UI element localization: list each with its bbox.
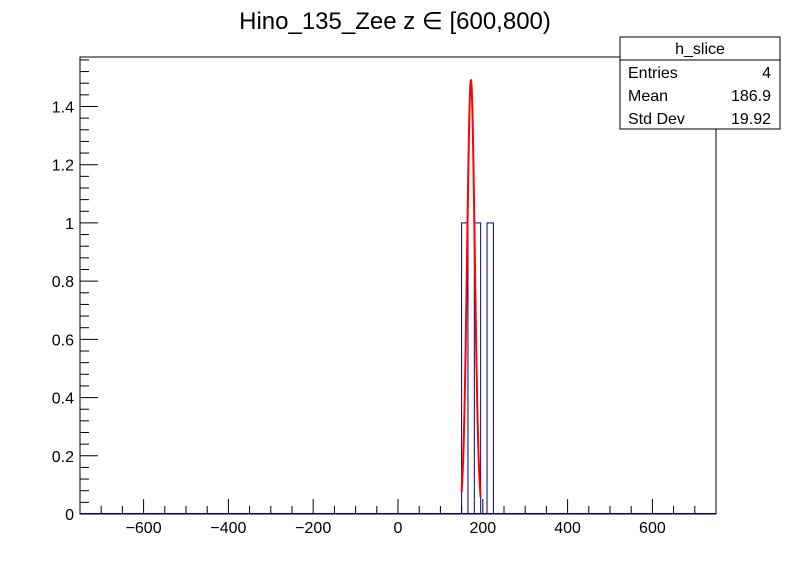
y-tick-labels: 0 0.2 0.4 0.6 0.8 1 1.2 1.4 bbox=[52, 99, 74, 524]
x-tick-label: 600 bbox=[639, 520, 666, 537]
y-tick-label: 1.2 bbox=[52, 158, 74, 175]
stats-mean-value: 186.9 bbox=[731, 88, 771, 105]
x-tick-label: −600 bbox=[126, 520, 162, 537]
chart-title: Hino_135_Zee z ∈ [600,800) bbox=[239, 8, 551, 35]
y-tick-label: 0.4 bbox=[52, 391, 74, 408]
x-tick-label: 200 bbox=[469, 520, 496, 537]
stats-stddev-value: 19.92 bbox=[731, 111, 771, 128]
x-tick-label: 400 bbox=[554, 520, 581, 537]
stats-box-title: h_slice bbox=[675, 41, 725, 58]
stats-mean-label: Mean bbox=[628, 88, 668, 105]
y-tick-label: 0.8 bbox=[52, 274, 74, 291]
y-tick-label: 1.4 bbox=[52, 99, 74, 116]
x-tick-label: −200 bbox=[295, 520, 331, 537]
gaussian-fit-curve bbox=[460, 78, 482, 498]
stats-entries-label: Entries bbox=[628, 65, 678, 82]
y-tick-label: 1 bbox=[65, 216, 74, 233]
stats-box: h_slice Entries 4 Mean 186.9 Std Dev 19.… bbox=[619, 36, 781, 130]
stats-stddev-label: Std Dev bbox=[628, 111, 685, 128]
axis-ticks bbox=[80, 59, 696, 515]
x-tick-labels: −600 −400 −200 0 200 400 600 bbox=[126, 520, 666, 537]
x-tick-label: −400 bbox=[210, 520, 246, 537]
y-tick-label: 0 bbox=[65, 507, 74, 524]
y-tick-label: 0.6 bbox=[52, 332, 74, 349]
y-tick-label: 0.2 bbox=[52, 449, 74, 466]
histogram-bin bbox=[486, 222, 494, 515]
x-tick-label: 0 bbox=[394, 520, 403, 537]
stats-entries-value: 4 bbox=[762, 65, 771, 82]
stats-box-frame bbox=[619, 36, 781, 130]
